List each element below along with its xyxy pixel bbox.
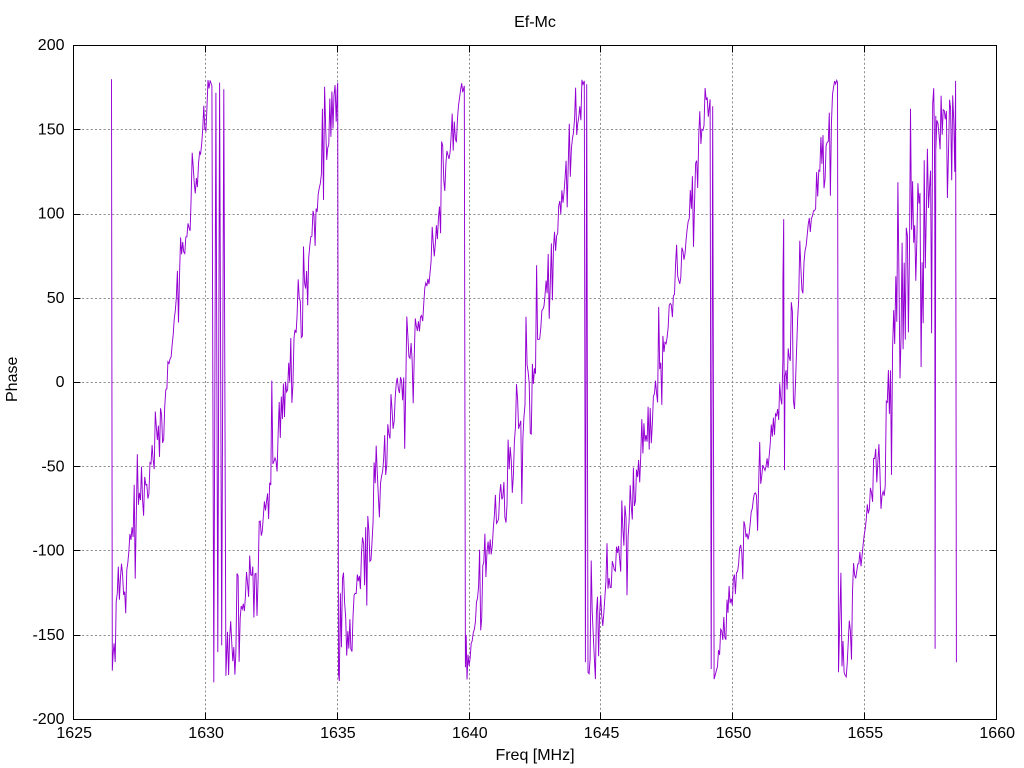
svg-text:-50: -50 xyxy=(41,458,64,475)
svg-text:1640: 1640 xyxy=(452,725,488,742)
svg-text:1625: 1625 xyxy=(56,725,92,742)
svg-text:Phase: Phase xyxy=(4,357,21,402)
svg-text:100: 100 xyxy=(38,206,65,223)
svg-text:1635: 1635 xyxy=(320,725,356,742)
svg-text:150: 150 xyxy=(38,121,65,138)
svg-text:1630: 1630 xyxy=(188,725,224,742)
svg-text:-200: -200 xyxy=(32,711,64,728)
svg-text:Ef-Mc: Ef-Mc xyxy=(514,14,556,31)
svg-text:1650: 1650 xyxy=(716,725,752,742)
svg-text:1645: 1645 xyxy=(584,725,620,742)
svg-text:-150: -150 xyxy=(32,627,64,644)
svg-text:1655: 1655 xyxy=(848,725,884,742)
svg-text:1660: 1660 xyxy=(979,725,1015,742)
svg-text:0: 0 xyxy=(56,374,65,391)
svg-text:-100: -100 xyxy=(32,543,64,560)
svg-text:Freq [MHz]: Freq [MHz] xyxy=(495,747,574,764)
svg-text:200: 200 xyxy=(38,37,65,54)
svg-text:50: 50 xyxy=(47,290,65,307)
